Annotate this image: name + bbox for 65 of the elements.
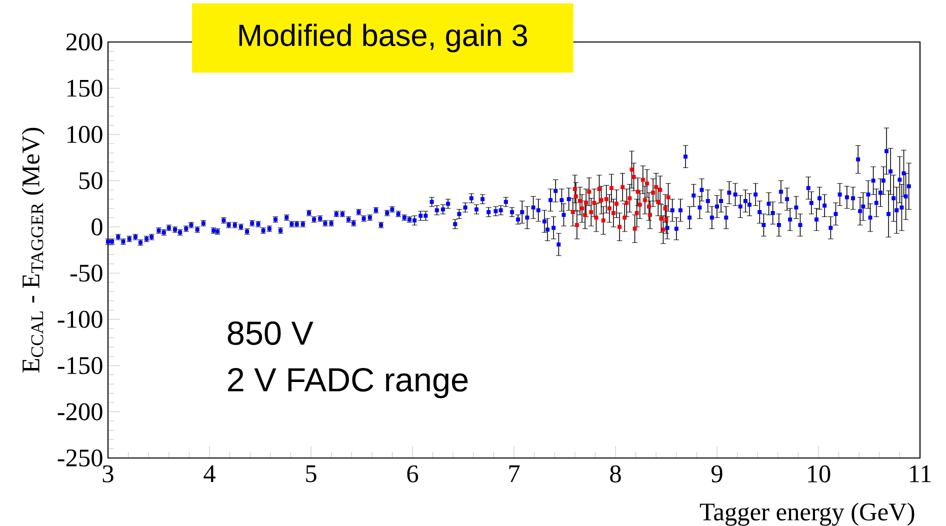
- y-tick-label: -150: [58, 357, 102, 374]
- point: [659, 216, 664, 221]
- y-tick-label: -100: [58, 310, 102, 328]
- point: [651, 190, 656, 195]
- point: [661, 228, 666, 232]
- point: [594, 216, 598, 220]
- x-tick-label: 9: [711, 465, 722, 482]
- y-tick-label: 50: [79, 172, 102, 190]
- point: [630, 168, 634, 172]
- point: [597, 186, 602, 191]
- point: [642, 198, 647, 202]
- x-tick-label: 10: [808, 465, 830, 482]
- point: [574, 194, 578, 198]
- point: [622, 216, 627, 220]
- point: [632, 174, 636, 179]
- point: [656, 200, 660, 204]
- point: [634, 211, 639, 216]
- point: [644, 181, 649, 186]
- x-tick-label: 6: [407, 465, 418, 482]
- point: [589, 210, 594, 214]
- point: [611, 211, 616, 216]
- point: [666, 195, 670, 200]
- y-tick-label: 0: [92, 218, 102, 236]
- point: [570, 210, 575, 214]
- point: [646, 204, 651, 209]
- y-tick-label: 200: [66, 33, 102, 51]
- y-tick-label: -250: [58, 449, 102, 467]
- point: [648, 212, 652, 217]
- point: [624, 200, 629, 205]
- x-tick-label: 8: [610, 465, 621, 482]
- y-axis-title: E$_{CCAL}$ - E$_{TAGGER}$ (MeV): [22, 128, 45, 372]
- point: [658, 188, 662, 192]
- point: [601, 218, 606, 222]
- y-tick-label: 150: [68, 80, 102, 97]
- point: [599, 198, 604, 202]
- point: [614, 202, 619, 206]
- point: [638, 202, 642, 207]
- annotation: 850 V: [228, 321, 314, 346]
- point: [607, 206, 612, 210]
- point: [618, 224, 622, 229]
- x-tick-label: 3: [102, 465, 114, 482]
- point: [604, 197, 608, 202]
- point: [640, 178, 645, 182]
- point: [632, 226, 637, 231]
- x-axis-title: Tagger energy (GeV): [700, 502, 914, 526]
- point: [628, 196, 632, 200]
- x-tick-label: 11: [910, 465, 931, 482]
- point: [654, 185, 658, 190]
- chart-title: Modified base, gain 3: [239, 24, 528, 52]
- annotation: 2 V FADC range: [228, 368, 468, 398]
- point: [609, 186, 614, 190]
- x-tick-label: 7: [509, 465, 520, 482]
- y-tick-label: 100: [68, 126, 102, 143]
- y-tick-label: -50: [70, 264, 102, 282]
- point: [587, 190, 592, 194]
- point: [620, 185, 625, 190]
- y-tick-label: -200: [58, 403, 102, 420]
- point: [636, 190, 640, 194]
- x-tick-label: 4: [204, 465, 216, 482]
- x-tick-label: 5: [306, 465, 316, 482]
- point: [578, 199, 582, 204]
- point: [574, 223, 579, 228]
- point: [580, 206, 584, 210]
- point: [592, 200, 596, 205]
- point: [572, 186, 577, 191]
